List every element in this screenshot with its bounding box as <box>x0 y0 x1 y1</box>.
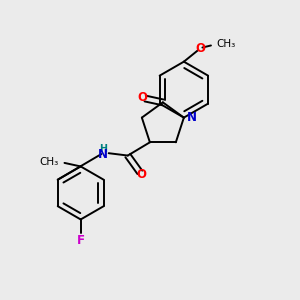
Text: O: O <box>195 42 205 55</box>
Text: CH₃: CH₃ <box>39 157 58 167</box>
Text: O: O <box>138 92 148 104</box>
Text: N: N <box>98 148 108 161</box>
Text: H: H <box>99 144 107 154</box>
Text: N: N <box>187 110 197 124</box>
Text: CH₃: CH₃ <box>217 39 236 49</box>
Text: F: F <box>77 234 85 247</box>
Text: O: O <box>136 168 146 181</box>
